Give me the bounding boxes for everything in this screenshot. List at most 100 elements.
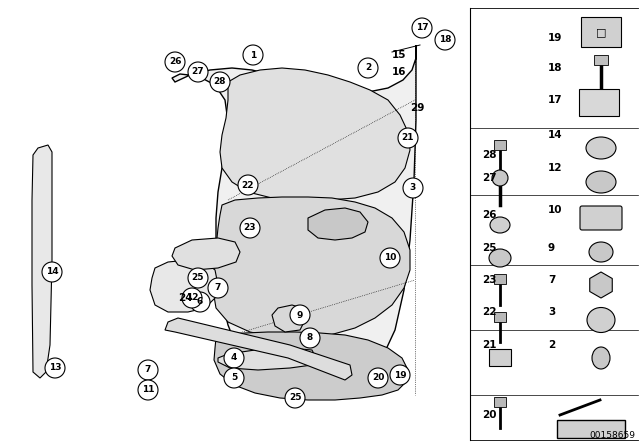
Circle shape	[208, 278, 228, 298]
Text: 25: 25	[192, 273, 204, 283]
Text: 21: 21	[402, 134, 414, 142]
Ellipse shape	[489, 249, 511, 267]
Text: 10: 10	[548, 205, 563, 215]
Text: 3: 3	[410, 184, 416, 193]
Text: 5: 5	[231, 374, 237, 383]
Ellipse shape	[587, 307, 615, 332]
Polygon shape	[150, 260, 218, 312]
Text: 12: 12	[548, 163, 563, 173]
Text: 21: 21	[482, 340, 497, 350]
Circle shape	[45, 358, 65, 378]
Circle shape	[285, 388, 305, 408]
Circle shape	[243, 45, 263, 65]
Text: 19: 19	[394, 370, 406, 379]
Text: 26: 26	[482, 210, 497, 220]
Ellipse shape	[589, 242, 613, 262]
Ellipse shape	[586, 171, 616, 193]
Text: 2: 2	[365, 64, 371, 73]
Text: 9: 9	[297, 310, 303, 319]
Circle shape	[412, 18, 432, 38]
Text: 14: 14	[548, 130, 563, 140]
FancyBboxPatch shape	[594, 55, 608, 65]
FancyBboxPatch shape	[580, 206, 622, 230]
Text: 13: 13	[49, 363, 61, 372]
Text: 20: 20	[482, 410, 497, 420]
Text: 11: 11	[141, 385, 154, 395]
Polygon shape	[214, 332, 408, 400]
Circle shape	[300, 328, 320, 348]
Text: 18: 18	[548, 63, 563, 73]
Text: □: □	[596, 27, 606, 37]
Text: 29: 29	[410, 103, 424, 113]
Text: 25: 25	[482, 243, 497, 253]
Text: 10: 10	[384, 254, 396, 263]
Circle shape	[380, 248, 400, 268]
Text: 3: 3	[548, 307, 556, 317]
Circle shape	[138, 360, 158, 380]
Text: 7: 7	[145, 366, 151, 375]
Text: 16: 16	[392, 67, 406, 77]
Circle shape	[492, 170, 508, 186]
Text: 23: 23	[482, 275, 497, 285]
Text: 15: 15	[392, 50, 406, 60]
Polygon shape	[589, 272, 612, 298]
FancyBboxPatch shape	[581, 17, 621, 47]
Text: 23: 23	[244, 224, 256, 233]
FancyBboxPatch shape	[557, 420, 625, 438]
Text: 28: 28	[482, 150, 497, 160]
Polygon shape	[165, 318, 352, 380]
Text: 28: 28	[214, 78, 227, 86]
Ellipse shape	[490, 217, 510, 233]
Text: 9: 9	[548, 243, 555, 253]
Circle shape	[182, 288, 202, 308]
Text: 17: 17	[548, 95, 563, 105]
Text: 19: 19	[548, 33, 563, 43]
Circle shape	[190, 292, 210, 312]
Circle shape	[42, 262, 62, 282]
Circle shape	[358, 58, 378, 78]
Polygon shape	[308, 208, 368, 240]
Polygon shape	[213, 197, 410, 338]
Text: 4: 4	[231, 353, 237, 362]
Circle shape	[224, 348, 244, 368]
Text: 27: 27	[192, 68, 204, 77]
Text: 2: 2	[548, 340, 556, 350]
Circle shape	[403, 178, 423, 198]
Polygon shape	[172, 238, 240, 270]
FancyBboxPatch shape	[489, 349, 511, 366]
Polygon shape	[218, 348, 316, 370]
Circle shape	[398, 128, 418, 148]
Circle shape	[290, 305, 310, 325]
Text: 7: 7	[215, 284, 221, 293]
Text: 26: 26	[169, 57, 181, 66]
Circle shape	[238, 175, 258, 195]
FancyBboxPatch shape	[579, 89, 619, 116]
Text: 22: 22	[482, 307, 497, 317]
Text: 00158659: 00158659	[589, 431, 635, 440]
Circle shape	[165, 52, 185, 72]
Text: 8: 8	[307, 333, 313, 343]
Text: 18: 18	[439, 35, 451, 44]
Text: 22: 22	[242, 181, 254, 190]
Polygon shape	[172, 45, 416, 385]
FancyBboxPatch shape	[494, 140, 506, 150]
Circle shape	[188, 62, 208, 82]
Text: 14: 14	[45, 267, 58, 276]
Circle shape	[368, 368, 388, 388]
Text: 24: 24	[178, 293, 193, 303]
Circle shape	[435, 30, 455, 50]
Text: 12: 12	[186, 293, 198, 302]
Circle shape	[240, 218, 260, 238]
FancyBboxPatch shape	[494, 274, 506, 284]
FancyBboxPatch shape	[494, 312, 506, 322]
Polygon shape	[220, 68, 410, 200]
Text: 20: 20	[372, 374, 384, 383]
Circle shape	[188, 268, 208, 288]
Text: 7: 7	[548, 275, 556, 285]
Polygon shape	[272, 305, 305, 332]
Text: 25: 25	[289, 393, 301, 402]
Polygon shape	[32, 145, 52, 378]
Text: 1: 1	[250, 51, 256, 60]
Circle shape	[224, 368, 244, 388]
FancyBboxPatch shape	[494, 397, 506, 407]
